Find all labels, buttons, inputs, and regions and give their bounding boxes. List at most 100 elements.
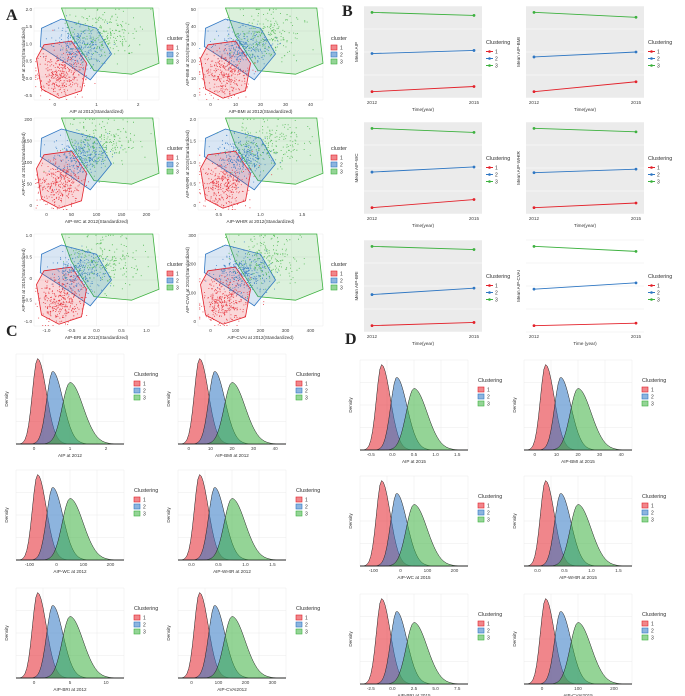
panel-label-a: A (6, 7, 18, 24)
x-axis-label: AIP-WHtR at 2012 (213, 569, 251, 574)
legend-label-3: 3 (143, 629, 146, 635)
y-tick-label: 0.5 (26, 59, 33, 64)
legend-dot-2 (650, 57, 653, 60)
panel-label-b: B (342, 3, 353, 20)
legend-dot-1 (488, 166, 491, 169)
legend-title: Clustering (296, 372, 320, 378)
legend-title: cluster (167, 146, 183, 152)
y-tick-label: 0 (193, 319, 196, 324)
y-axis-label: Density (512, 631, 517, 647)
series-point-1 (370, 90, 374, 94)
series-line-2 (371, 50, 475, 54)
series-point-2 (370, 52, 374, 55)
x-tick-label: -0.5 (367, 452, 375, 457)
x-tick-label: 1.0 (257, 212, 264, 217)
series-point-1 (370, 206, 374, 210)
legend-title: Clustering (486, 274, 510, 280)
legend-title: Clustering (296, 488, 320, 494)
series-point-3 (532, 10, 536, 14)
y-axis-label: Density (348, 397, 353, 413)
cluster-points-3 (63, 234, 149, 296)
density-curve-3 (360, 504, 468, 567)
series-line-1 (533, 322, 637, 327)
series-point-2 (472, 165, 476, 169)
legend-dot-3 (650, 64, 653, 67)
series-point-1 (370, 324, 374, 328)
legend-key-2 (477, 393, 485, 400)
legend-label-1: 1 (305, 615, 308, 621)
density-curve-3 (360, 388, 468, 451)
y-tick-label: 0 (29, 276, 32, 281)
panel-c-subplot-2: 0 10 20 30 40 AIP-BMI at 2012 Density Clusterin… (166, 353, 320, 458)
legend-label-3: 3 (176, 285, 179, 291)
series-line-1 (371, 86, 475, 93)
legend-label-1: 1 (340, 155, 343, 161)
legend-label-1: 1 (176, 271, 179, 277)
panel-a-subplot-4: 0.5 1.0 1.5 2.0 1.5 1.0 0.5 0 AIP-WHtR at 2012(S… (185, 117, 347, 224)
legend-key-1 (166, 270, 174, 277)
legend-title: cluster (331, 36, 347, 42)
x-tick-label: 20 (258, 102, 264, 107)
legend-label-3: 3 (305, 511, 308, 517)
y-tick-label: 1.0 (190, 160, 197, 165)
legend-key-2 (133, 621, 141, 628)
legend-key-1 (477, 386, 485, 393)
y-axis-label: Mean AIP-CVAI (516, 270, 521, 302)
x-axis-label: Time (year) (573, 341, 597, 346)
series-line-1 (371, 199, 475, 209)
legend-key-2 (330, 277, 338, 284)
legend-label-1: 1 (143, 381, 146, 387)
y-tick-label: 40 (191, 24, 197, 29)
series-line-3 (533, 245, 637, 252)
y-axis-label: Density (166, 391, 171, 407)
x-axis-label: AIP-CVAI2015 (563, 693, 593, 696)
legend-dot-3 (488, 64, 491, 67)
legend-label-1: 1 (487, 621, 490, 627)
x-tick-label: 2.5 (411, 686, 418, 691)
x-tick-label: 20 (575, 452, 581, 457)
y-axis-label: AIP-WC at 2015(Standardized) (21, 132, 26, 196)
panel-a-subplot-5: -1.0 -0.5 0.0 0.5 1.0 1.0 0.5 0 -0.5 -1.0 AIP-BRI … (21, 233, 183, 340)
y-tick-label: 0.0 (26, 76, 33, 81)
x-tick-label: 0 (188, 446, 191, 451)
legend-label-3: 3 (657, 179, 660, 185)
panel-c-subplot-5: 0 5 10 AIP-BRI at 2012 Density Clustering 123 (4, 587, 158, 692)
series-line-1 (371, 321, 475, 327)
legend-label-2: 2 (340, 278, 343, 284)
legend-title: Clustering (478, 612, 502, 618)
series-point-1 (472, 321, 476, 324)
legend-key-3 (477, 634, 485, 641)
x-tick-label: 1 (69, 446, 72, 451)
legend-dot-2 (488, 173, 491, 176)
x-tick-label: 100 (80, 562, 88, 567)
x-tick-label: 30 (283, 102, 289, 107)
panel-d-subplot-3: -100 0 100 200 AIP-WC at 2015 Density Clusteri… (348, 475, 502, 580)
x-tick-label: 100 (424, 568, 432, 573)
panel-a-subplot-3: 0 50 100 150 200 200 150 100 50 0 AIP-WC at 2012(S… (21, 117, 183, 224)
y-tick-label: 200 (24, 117, 32, 122)
legend-key-3 (641, 516, 649, 523)
series-point-3 (634, 130, 638, 134)
legend-title: Clustering (134, 606, 158, 612)
legend-key-3 (330, 58, 338, 65)
panel-b-subplot-5: 2012 2015 Time(year) Mean AIP-BRI Clustering… (354, 239, 510, 346)
series-point-1 (472, 198, 476, 201)
legend-key-1 (133, 614, 141, 621)
x-axis-label: AIP-BMI at 2015 (561, 459, 595, 464)
cluster-hull-3 (60, 233, 160, 301)
legend-key-2 (166, 161, 174, 168)
legend-key-2 (295, 503, 303, 510)
panel-b-subplot-2: 2012 2015 Time(year) Mean AIP-BMI Clustering… (516, 5, 672, 112)
density-curve-3 (524, 504, 632, 567)
x-tick-label: 0 (33, 446, 36, 451)
x-axis-label: AIP-BRI at 2012(Standardized) (65, 335, 129, 340)
y-tick-label: 0.5 (26, 255, 33, 260)
y-tick-label: 300 (188, 233, 196, 238)
y-axis-label: AIP-BMI at 2015(Standardized) (185, 22, 190, 86)
legend-key-1 (330, 270, 338, 277)
legend-key-3 (330, 168, 338, 175)
legend-key-3 (330, 284, 338, 291)
legend-label-1: 1 (487, 503, 490, 509)
x-tick-label: 0 (55, 562, 58, 567)
x-tick-label: -100 (369, 568, 379, 573)
